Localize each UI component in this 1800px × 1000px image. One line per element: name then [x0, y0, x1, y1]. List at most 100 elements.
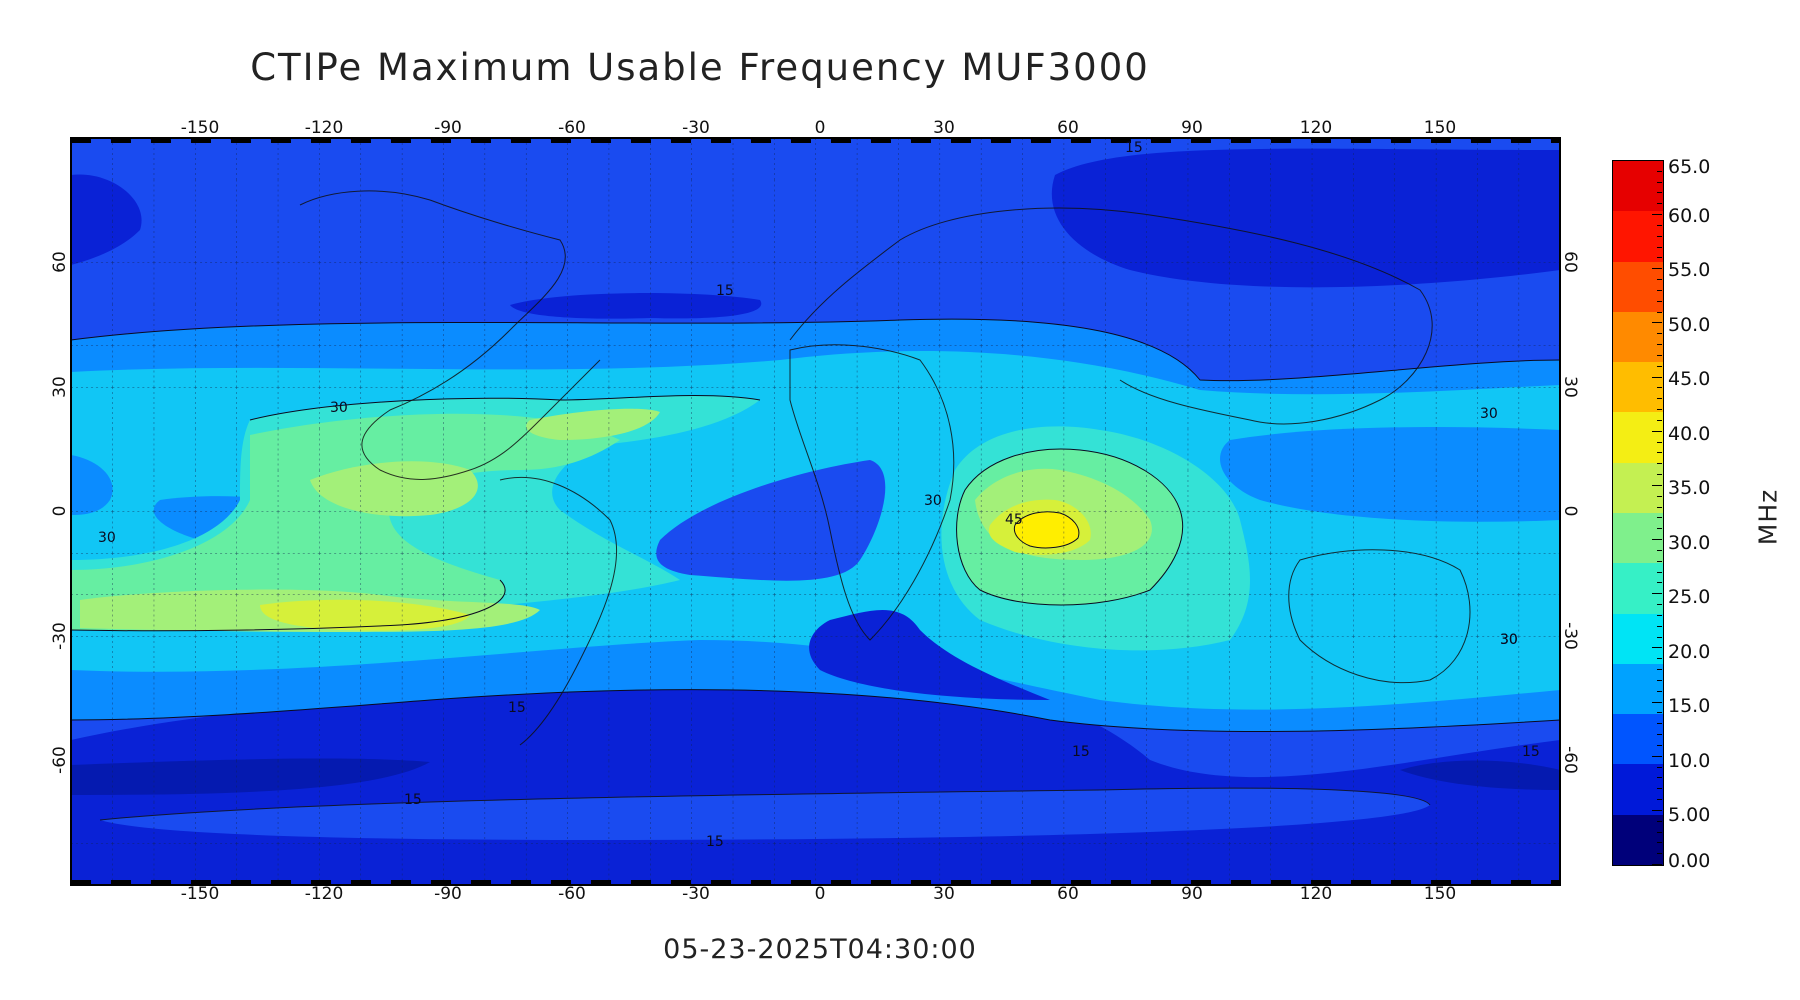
lat-tick-right: 0	[1560, 505, 1580, 517]
colorbar	[1612, 160, 1664, 866]
lon-tick-top: 60	[1057, 118, 1079, 138]
colorbar-label: 50.0	[1668, 314, 1711, 336]
colorbar-segment	[1613, 764, 1663, 815]
lon-tick-top: -90	[434, 118, 462, 138]
colorbar-tick	[1657, 831, 1662, 833]
lon-tick-top: 30	[933, 118, 955, 138]
lon-tick-top: -120	[304, 118, 344, 138]
colorbar-unit: MHz	[1753, 488, 1783, 546]
colorbar-tick	[1657, 669, 1662, 671]
lon-tick-bottom: -90	[434, 884, 462, 904]
colorbar-label: 10.0	[1668, 750, 1711, 772]
colorbar-tick	[1652, 160, 1662, 161]
colorbar-tick	[1657, 679, 1662, 681]
colorbar-tick	[1657, 582, 1662, 584]
colorbar-tick	[1657, 279, 1662, 281]
colorbar-segment	[1613, 563, 1663, 614]
contour-label: 15	[716, 283, 734, 299]
colorbar-tick	[1657, 712, 1662, 714]
contour-label: 30	[1500, 632, 1518, 648]
colorbar-tick	[1657, 723, 1662, 725]
colorbar-segment	[1613, 211, 1663, 262]
colorbar-segment	[1613, 613, 1663, 664]
contour-label: 30	[330, 400, 348, 416]
colorbar-tick	[1657, 441, 1662, 443]
lon-tick-bottom: 60	[1057, 884, 1079, 904]
colorbar-tick	[1657, 235, 1662, 237]
map-grid	[71, 138, 1560, 885]
colorbar-label: 15.0	[1668, 695, 1711, 717]
contour-label: 30	[924, 493, 942, 509]
colorbar-tick	[1657, 192, 1662, 194]
colorbar-tick	[1657, 170, 1662, 172]
colorbar-tick	[1652, 593, 1662, 595]
colorbar-tick	[1657, 365, 1662, 367]
colorbar-tick	[1657, 636, 1662, 638]
lat-tick-right: -30	[1560, 622, 1580, 650]
colorbar-tick	[1657, 506, 1662, 508]
colorbar-label: 40.0	[1668, 423, 1711, 445]
colorbar-tick	[1657, 853, 1662, 855]
colorbar-segment	[1613, 362, 1663, 413]
contour-label: 15	[508, 700, 526, 716]
colorbar-tick	[1652, 376, 1662, 378]
colorbar-segment	[1613, 663, 1663, 715]
lon-tick-bottom: 150	[1423, 884, 1457, 904]
map-frame	[70, 137, 1561, 886]
contour-label: 30	[1480, 406, 1498, 422]
colorbar-tick	[1657, 777, 1662, 779]
colorbar-segment	[1613, 161, 1663, 212]
lon-tick-top: 150	[1423, 118, 1457, 138]
colorbar-tick	[1657, 354, 1662, 356]
lon-tick-bottom: -30	[682, 884, 710, 904]
colorbar-tick	[1657, 224, 1662, 226]
lat-tick-left: -60	[50, 746, 70, 774]
contour-label: 15	[706, 834, 724, 850]
colorbar-tick	[1657, 311, 1662, 313]
lat-tick-right: 60	[1560, 251, 1580, 273]
colorbar-tick	[1657, 744, 1662, 746]
colorbar-tick	[1657, 289, 1662, 291]
colorbar-label: 0.00	[1668, 850, 1711, 872]
colorbar-tick	[1652, 755, 1662, 757]
colorbar-tick	[1657, 517, 1662, 519]
colorbar-label: 55.0	[1668, 259, 1711, 281]
colorbar-tick	[1657, 419, 1662, 421]
colorbar-tick	[1652, 539, 1662, 541]
colorbar-label: 65.0	[1668, 156, 1711, 178]
colorbar-tick	[1657, 734, 1662, 736]
lon-tick-bottom: 30	[933, 884, 955, 904]
colorbar-tick	[1657, 333, 1662, 335]
colorbar-tick	[1657, 344, 1662, 346]
colorbar-tick	[1657, 463, 1662, 465]
colorbar-tick	[1652, 214, 1662, 216]
colorbar-segment	[1613, 462, 1663, 514]
lon-tick-bottom: -120	[304, 884, 344, 904]
contour-label: 45	[1005, 512, 1023, 528]
contour-label: 15	[1072, 744, 1090, 760]
lon-tick-bottom: -150	[180, 884, 220, 904]
colorbar-tick	[1657, 842, 1662, 844]
colorbar-segment	[1613, 261, 1663, 312]
colorbar-tick	[1652, 484, 1662, 486]
colorbar-tick	[1652, 809, 1662, 811]
colorbar-tick	[1652, 322, 1662, 324]
lat-tick-left: 60	[50, 251, 70, 273]
colorbar-label: 20.0	[1668, 641, 1711, 663]
colorbar-tick	[1657, 658, 1662, 660]
colorbar-segment	[1613, 714, 1663, 765]
lat-tick-left: 0	[50, 505, 70, 517]
colorbar-tick	[1657, 799, 1662, 800]
colorbar-tick	[1657, 474, 1662, 476]
lon-tick-bottom: -60	[558, 884, 586, 904]
colorbar-tick	[1657, 571, 1662, 573]
colorbar-tick	[1652, 268, 1662, 270]
lon-tick-top: 0	[814, 118, 826, 138]
colorbar-tick	[1657, 690, 1662, 692]
lon-tick-bottom: 0	[814, 884, 826, 904]
colorbar-tick	[1652, 701, 1662, 703]
colorbar-label: 5.00	[1668, 804, 1711, 826]
colorbar-tick	[1657, 625, 1662, 627]
page-title: CTIPe Maximum Usable Frequency MUF3000	[250, 46, 1150, 89]
